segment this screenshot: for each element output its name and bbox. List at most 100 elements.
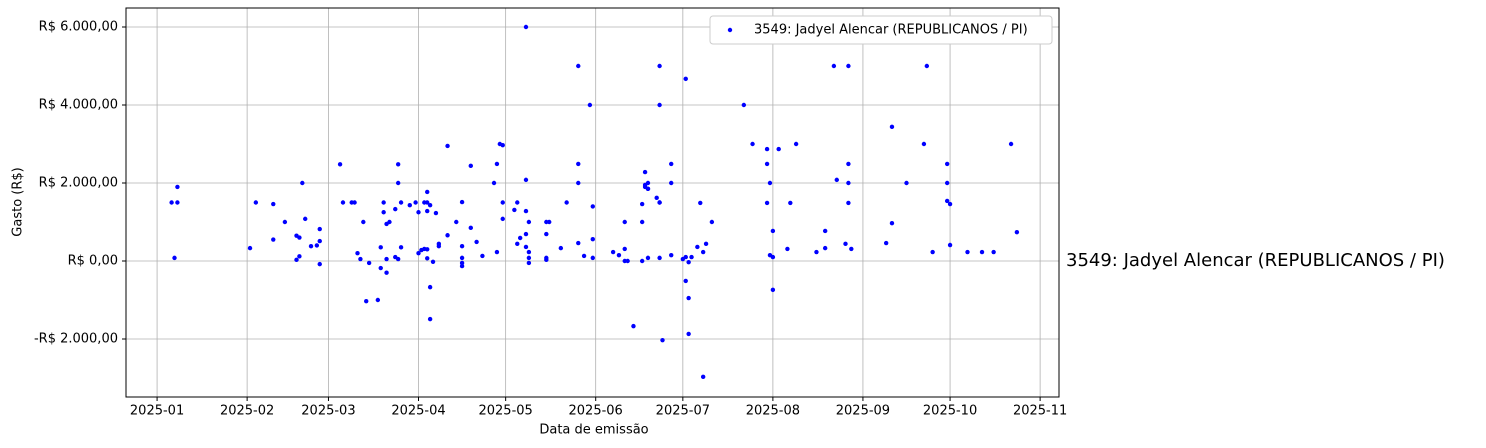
point [425,247,430,252]
point [846,200,851,206]
point [590,204,595,209]
point [846,161,851,167]
point [297,235,302,240]
point [1014,229,1020,235]
point [494,249,500,255]
point [364,298,369,304]
point [846,180,851,186]
point [459,260,465,266]
point [764,161,770,167]
point [991,249,996,255]
point [587,102,593,108]
point [770,254,776,260]
point [416,210,421,215]
plot-frame [125,7,1060,398]
series-annotation: 3549: Jadyel Alencar (REPUBLICANOS / PI) [1066,250,1445,271]
point [616,252,622,258]
point [445,233,450,238]
point [843,241,848,247]
x-tick-label: 2025-08 [746,404,800,419]
point [433,210,439,216]
point [686,331,691,337]
x-tick-label: 2025-01 [130,404,184,419]
point [393,206,398,212]
point [352,200,357,205]
point [642,169,648,175]
point [430,259,436,264]
point [436,241,442,247]
point [355,251,360,256]
point [944,180,950,186]
point [425,189,430,195]
point [576,63,581,69]
point [709,219,715,225]
point [526,249,532,255]
point [657,255,662,261]
point [741,102,747,108]
x-tick-label: 2025-09 [836,404,890,419]
point [523,244,529,250]
point [793,141,799,147]
point [512,207,517,213]
point [979,249,985,255]
point [526,260,532,266]
x-tick-label: 2025-05 [478,404,532,419]
point [944,198,950,204]
point [247,245,253,251]
x-tick-label: 2025-03 [301,404,355,419]
y-tick-label: R$ 6.000,00 [39,19,118,34]
point [340,200,346,205]
point [576,240,581,246]
point [395,256,401,262]
point [831,63,837,69]
point [480,253,485,259]
point [576,180,581,186]
point [413,200,418,205]
x-tick-label: 2025-02 [220,404,274,419]
point [317,238,322,244]
point [657,63,662,69]
point [788,200,793,206]
y-tick-label: R$ 0,00 [68,254,118,269]
point [622,219,627,225]
point [544,231,549,237]
point [700,249,706,255]
point [271,201,276,207]
point [500,142,505,148]
point [500,216,505,222]
point [889,124,895,130]
point [454,219,459,225]
point [494,161,500,167]
point [544,257,549,263]
point [300,180,305,186]
point [361,219,366,225]
point [294,257,299,263]
point [770,287,776,293]
point [398,245,404,250]
point [395,180,401,186]
point [576,161,581,167]
point [375,297,381,303]
point [378,245,383,250]
point [610,249,616,255]
point [846,63,851,69]
point [378,265,383,271]
point [639,219,645,225]
point [407,203,412,208]
point [695,244,700,250]
point [381,210,386,215]
point [337,162,343,167]
point [947,201,953,207]
point [523,231,529,237]
point [515,241,520,247]
point [622,246,627,252]
point [924,63,930,69]
point [776,146,781,152]
point [683,278,688,284]
point [387,219,392,225]
point [965,249,970,255]
point [271,237,276,242]
point [526,219,532,225]
point [686,259,691,265]
point [947,242,953,248]
